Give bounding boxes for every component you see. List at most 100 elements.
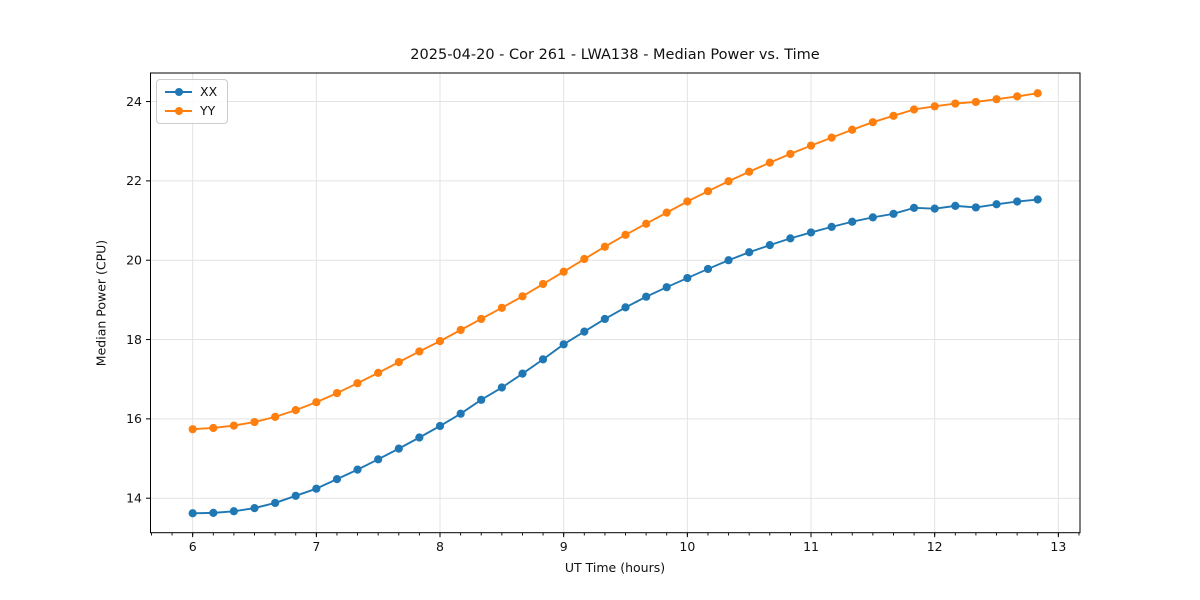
data-point — [250, 504, 259, 513]
data-point — [848, 125, 857, 134]
series-yy — [188, 89, 1042, 434]
data-point — [188, 509, 197, 518]
legend: XX YY — [156, 79, 229, 124]
data-point — [209, 423, 218, 433]
chart-title: 2025-04-20 - Cor 261 - LWA138 - Median P… — [410, 47, 820, 63]
data-point — [250, 417, 259, 427]
plot-border — [150, 72, 1081, 534]
data-point — [600, 314, 609, 324]
data-point — [456, 325, 465, 335]
data-point — [930, 204, 939, 213]
y-tick-label: 14 — [126, 490, 142, 505]
legend-label-yy: YY — [200, 103, 216, 118]
data-point — [477, 314, 486, 324]
y-axis-label: Median Power (CPU) — [93, 239, 109, 367]
data-point — [559, 267, 568, 276]
y-tick-label: 22 — [126, 173, 142, 188]
data-point — [332, 388, 342, 398]
x-tick-label: 11 — [803, 539, 819, 554]
data-point — [394, 358, 403, 367]
x-tick-label: 9 — [560, 539, 568, 554]
data-point — [786, 149, 795, 159]
data-point — [889, 111, 898, 120]
data-point — [559, 340, 568, 349]
x-tick-label: 8 — [436, 539, 444, 554]
data-point — [538, 355, 548, 364]
data-point — [662, 208, 671, 217]
data-point — [312, 398, 321, 407]
data-point — [271, 412, 280, 421]
x-tick-label: 12 — [927, 539, 943, 554]
data-point — [992, 95, 1001, 104]
data-point — [518, 292, 527, 301]
data-point — [1013, 197, 1022, 206]
x-tick-label: 10 — [679, 539, 695, 554]
data-point — [621, 303, 630, 312]
data-point — [229, 421, 238, 430]
x-tick-label: 6 — [189, 539, 197, 554]
data-point — [497, 383, 506, 392]
data-point — [353, 465, 362, 474]
legend-item-yy: YY — [165, 104, 217, 118]
data-point — [992, 200, 1001, 209]
series-yy-swatch-icon — [165, 107, 192, 115]
data-point — [724, 177, 733, 186]
data-point — [951, 99, 960, 108]
data-point — [827, 133, 836, 142]
data-point — [415, 347, 424, 356]
data-point — [580, 327, 589, 336]
data-point — [229, 507, 238, 516]
data-point — [724, 256, 733, 265]
data-point — [765, 158, 774, 167]
data-point — [1013, 92, 1022, 101]
data-point — [745, 167, 754, 176]
data-point — [291, 491, 300, 500]
data-point — [848, 217, 857, 226]
legend-label-xx: XX — [200, 84, 218, 99]
data-point — [806, 141, 816, 150]
data-point — [662, 283, 671, 292]
data-point — [909, 105, 919, 114]
data-point — [415, 433, 424, 442]
data-point — [435, 421, 445, 431]
data-point — [456, 409, 465, 418]
data-point — [435, 337, 445, 346]
data-point — [497, 303, 506, 312]
data-point — [600, 242, 609, 251]
x-tick-label: 7 — [312, 539, 320, 554]
data-point — [374, 455, 383, 464]
data-point — [786, 234, 795, 243]
data-point — [291, 406, 300, 415]
data-point — [580, 254, 589, 264]
data-point — [477, 395, 486, 404]
y-tick-label: 16 — [126, 411, 142, 426]
data-point — [312, 484, 321, 493]
data-point — [889, 209, 898, 218]
series-xx — [188, 195, 1042, 518]
y-tick-label: 20 — [126, 253, 142, 268]
data-point — [683, 273, 692, 283]
data-point — [951, 201, 960, 210]
data-point — [353, 379, 362, 388]
data-point — [1033, 195, 1042, 204]
series-xx-swatch-icon — [165, 88, 192, 96]
data-point — [971, 97, 980, 107]
data-point — [271, 498, 280, 508]
x-tick-label: 13 — [1050, 539, 1066, 554]
data-point — [868, 213, 877, 222]
data-point — [642, 219, 651, 228]
data-point — [806, 228, 816, 237]
data-point — [332, 475, 342, 484]
data-point — [703, 264, 713, 274]
data-point — [827, 222, 836, 231]
data-point — [703, 187, 713, 196]
series-line — [192, 198, 1038, 515]
data-point — [868, 118, 877, 127]
data-point — [188, 425, 197, 434]
x-axis-label: UT Time (hours) — [564, 560, 666, 575]
data-point — [518, 369, 527, 378]
y-tick-label: 18 — [126, 332, 142, 347]
data-point — [930, 102, 939, 111]
data-point — [394, 444, 403, 453]
